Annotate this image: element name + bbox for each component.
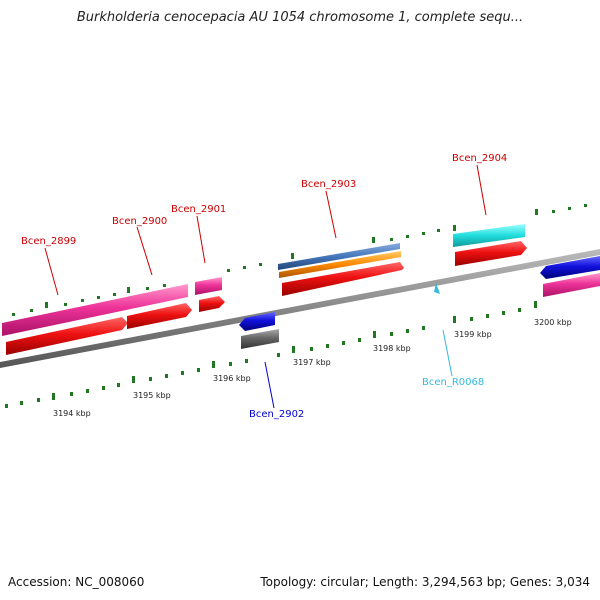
tick-label: 3199 kbp bbox=[454, 330, 492, 339]
tick-label: 3198 kbp bbox=[373, 344, 411, 353]
gene-label-bcen-2902[interactable]: Bcen_2902 bbox=[249, 409, 304, 420]
tick-label: 3200 kbp bbox=[534, 318, 572, 327]
leader-lines bbox=[44, 164, 487, 409]
tick-label: 3194 kbp bbox=[53, 409, 91, 418]
gene-bcen-2901-pink[interactable] bbox=[195, 277, 222, 295]
gene-bcen-2903-cds[interactable] bbox=[282, 262, 404, 296]
tick-label: 3195 kbp bbox=[133, 391, 171, 400]
gene-bcen-2899-pink[interactable] bbox=[2, 284, 188, 336]
gene-label-bcen-2900[interactable]: Bcen_2900 bbox=[112, 216, 167, 227]
gene-bcen-2901-cds[interactable] bbox=[199, 296, 225, 312]
gene-label-bcen-2903[interactable]: Bcen_2903 bbox=[301, 179, 356, 190]
gene-bcen-2899-cds[interactable] bbox=[6, 317, 128, 355]
chromosome-backbone bbox=[0, 249, 600, 368]
gene-right-reverse[interactable] bbox=[540, 256, 600, 279]
gene-label-bcen-r0068[interactable]: Bcen_R0068 bbox=[422, 377, 484, 388]
genome-summary-text: Topology: circular; Length: 3,294,563 bp… bbox=[260, 575, 590, 589]
gene-right-pink[interactable] bbox=[543, 273, 600, 297]
accession-text: Accession: NC_008060 bbox=[8, 575, 145, 589]
tick-label: 3197 kbp bbox=[293, 358, 331, 367]
gene-bcen-2902-pseudo[interactable] bbox=[241, 329, 279, 349]
gene-label-bcen-2899[interactable]: Bcen_2899 bbox=[21, 236, 76, 247]
gene-bcen-2903-misc[interactable] bbox=[279, 251, 401, 278]
gene-label-bcen-2904[interactable]: Bcen_2904 bbox=[452, 153, 507, 164]
gene-bcen-2904-cds[interactable] bbox=[455, 241, 527, 266]
gene-bcen-2903-rrna[interactable] bbox=[278, 243, 400, 270]
tick-label: 3196 kbp bbox=[213, 374, 251, 383]
lower-tick-row bbox=[5, 301, 537, 408]
gene-label-bcen-2901[interactable]: Bcen_2901 bbox=[171, 204, 226, 215]
gene-bcen-2902-reverse[interactable] bbox=[239, 312, 275, 331]
gene-bcen-r0068-marker[interactable] bbox=[434, 283, 440, 294]
gene-bcen-2904-trna[interactable] bbox=[453, 224, 525, 247]
gene-bcen-2900-cds[interactable] bbox=[127, 303, 192, 329]
upper-tick-row bbox=[12, 204, 587, 316]
map-title: Burkholderia cenocepacia AU 1054 chromos… bbox=[76, 10, 524, 25]
